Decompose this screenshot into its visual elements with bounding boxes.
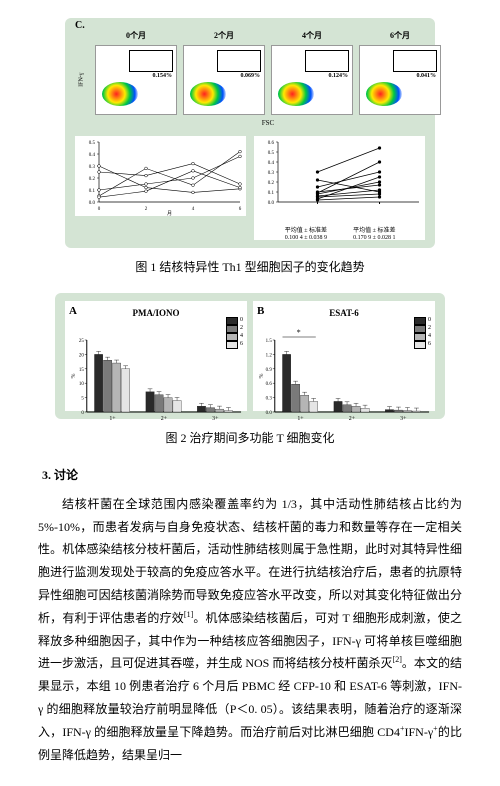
svg-text:0.0: 0.0 — [268, 201, 275, 206]
bar-panel: BESAT-60.00.30.60.91.21.5%1+2+3+*0246 — [253, 301, 435, 411]
svg-text:0.1: 0.1 — [89, 189, 96, 194]
svg-text:0.0: 0.0 — [89, 201, 96, 206]
svg-text:0.3: 0.3 — [268, 171, 275, 176]
svg-text:4: 4 — [192, 207, 195, 212]
svg-text:%: % — [71, 374, 77, 379]
flow-time-label: 4个月 — [271, 28, 353, 43]
discussion-paragraph: 结核杆菌在全球范围内感染覆盖率约为 1/3，其中活动性肺结核占比约为 5%-10… — [38, 493, 462, 767]
svg-text:0.3: 0.3 — [89, 165, 96, 170]
figure-1: C. IFN-γ 0个月0.154%2个月0.069%4个月0.124%6个月0… — [65, 18, 435, 248]
bar-legend: 0246 — [414, 317, 431, 349]
line-plot-left: 0.0 0.1 0.2 0.3 0.4 0.5 0 2 4 6 月 — [75, 136, 246, 216]
panel-c-label: C. — [75, 16, 85, 35]
svg-text:6: 6 — [239, 207, 242, 212]
svg-text:0.2: 0.2 — [89, 177, 96, 182]
svg-text:%: % — [259, 374, 265, 379]
svg-text:*: * — [297, 328, 301, 337]
svg-text:1+: 1+ — [109, 416, 116, 422]
flow-time-label: 6个月 — [359, 28, 441, 43]
svg-text:0.4: 0.4 — [268, 161, 275, 166]
svg-text:3+: 3+ — [400, 416, 407, 422]
svg-text:0.0: 0.0 — [266, 411, 273, 416]
svg-text:0: 0 — [81, 411, 84, 416]
svg-text:月: 月 — [167, 211, 172, 216]
svg-text:0.3: 0.3 — [266, 397, 273, 402]
flow-panel: 0.041% — [359, 45, 441, 115]
svg-text:2+: 2+ — [161, 416, 168, 422]
section-3-heading: 3. 讨论 — [42, 464, 462, 487]
svg-text:25: 25 — [79, 339, 84, 344]
svg-text:1+: 1+ — [297, 416, 304, 422]
line-plot-right: 0.00.10.20.30.40.50.6平均值 ± 标准差0.100 4 ± … — [254, 136, 425, 240]
svg-text:2: 2 — [145, 207, 148, 212]
svg-text:0.5: 0.5 — [268, 151, 275, 156]
svg-text:2+: 2+ — [349, 416, 356, 422]
figure-1-caption: 图 1 结核特异性 Th1 型细胞因子的变化趋势 — [38, 256, 462, 279]
figure-2: APMA/IONO0510152025%1+2+3+0246BESAT-60.0… — [55, 293, 445, 419]
svg-text:0.6: 0.6 — [268, 141, 275, 146]
flow-panel: 0.154% — [95, 45, 177, 115]
svg-text:15: 15 — [79, 368, 84, 373]
svg-text:1.5: 1.5 — [266, 339, 273, 344]
svg-text:0: 0 — [98, 207, 101, 212]
svg-text:0.9: 0.9 — [266, 368, 273, 373]
svg-text:10: 10 — [79, 383, 84, 388]
svg-text:5: 5 — [81, 397, 84, 402]
svg-text:3+: 3+ — [212, 416, 219, 422]
svg-text:1.2: 1.2 — [266, 354, 273, 359]
svg-text:20: 20 — [79, 354, 84, 359]
svg-text:0.5: 0.5 — [89, 141, 96, 146]
flow-time-label: 0个月 — [95, 28, 177, 43]
flow-panel: 0.124% — [271, 45, 353, 115]
svg-text:0.6: 0.6 — [266, 383, 273, 388]
flow-x-axis: FSC — [95, 117, 441, 130]
flow-panel: 0.069% — [183, 45, 265, 115]
svg-text:0.1: 0.1 — [268, 191, 275, 196]
flow-y-axis: IFN-γ — [76, 72, 87, 86]
flow-time-label: 2个月 — [183, 28, 265, 43]
svg-text:0.2: 0.2 — [268, 181, 275, 186]
flow-cytometry-row: 0个月 0.154% 2个月 0.069% 4个月 0.124% 6个月 0.041% — [95, 28, 441, 115]
bar-panel: APMA/IONO0510152025%1+2+3+0246 — [65, 301, 247, 411]
bar-legend: 0246 — [226, 317, 243, 349]
svg-text:0.4: 0.4 — [89, 153, 96, 158]
